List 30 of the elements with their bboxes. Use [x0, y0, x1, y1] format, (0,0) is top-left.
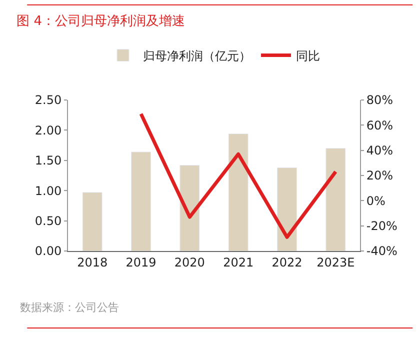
bar: [326, 148, 346, 251]
legend-label: 归母净利润（亿元）: [143, 48, 251, 63]
y-tick-label: 0.50: [34, 214, 62, 228]
bar: [82, 192, 102, 251]
bar: [180, 164, 200, 251]
y2-tick-label: -40%: [366, 244, 398, 258]
x-tick-label: 2020: [174, 255, 205, 270]
x-tick-label: 2021: [223, 255, 254, 270]
y2-tick-label: 60%: [366, 118, 394, 132]
y-tick-label: 2.00: [34, 123, 62, 138]
legend-label: 同比: [296, 48, 320, 63]
y2-tick-label: 40%: [366, 144, 394, 158]
y2-tick-label: 20%: [366, 168, 394, 183]
source-note: 数据来源：公司公告: [20, 301, 119, 314]
y2-tick-label: -20%: [366, 219, 398, 234]
y-tick-label: 1.00: [34, 184, 62, 198]
bar: [228, 134, 248, 251]
y-tick-label: 2.50: [34, 93, 62, 108]
bar: [277, 167, 297, 251]
x-tick-label: 2022: [272, 255, 302, 270]
y-tick-label: 0.00: [34, 244, 62, 258]
x-tick-label: 2019: [126, 255, 156, 270]
bar: [131, 152, 151, 251]
line-series: [139, 112, 338, 239]
chart-title: 图 4：公司归母净利润及增速: [16, 14, 186, 29]
y2-tick-label: 0%: [366, 194, 386, 208]
x-tick-label: 2023E: [316, 255, 355, 270]
x-tick-label: 2018: [77, 255, 108, 270]
y-tick-label: 1.50: [34, 154, 62, 168]
y2-tick-label: 80%: [366, 93, 394, 108]
